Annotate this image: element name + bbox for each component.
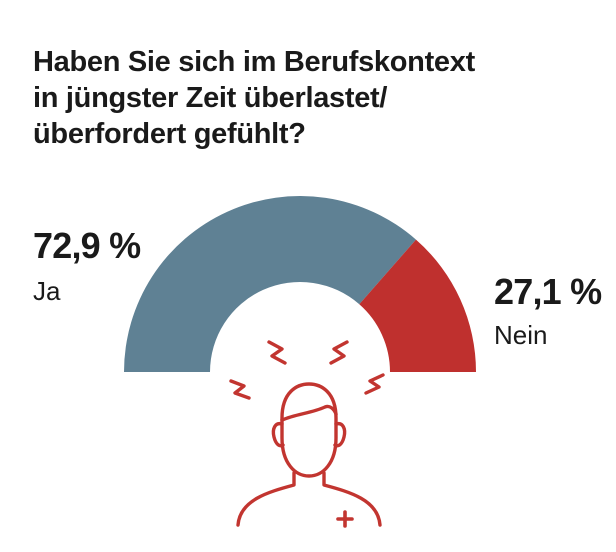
stressed-person-icon <box>229 340 385 528</box>
title-line-3: überfordert gefühlt? <box>33 118 306 150</box>
slice-ja <box>124 196 416 372</box>
head-outline-icon <box>280 382 338 478</box>
stress-mark-icon <box>229 379 251 400</box>
ear-icon <box>271 421 285 448</box>
value-label-ja: 72,9 % <box>33 225 141 266</box>
value-label-nein: 27,1 % <box>494 271 602 312</box>
stress-mark-icon <box>364 373 385 395</box>
shoulders-icon <box>236 471 296 527</box>
slice-nein <box>359 239 476 372</box>
title-line-2: in jüngster Zeit überlastet/ <box>33 82 388 114</box>
hair-line-icon <box>280 404 338 422</box>
category-label-nein: Nein <box>494 320 548 350</box>
medical-cross-icon <box>336 510 354 528</box>
category-label-ja: Ja <box>33 276 61 306</box>
ear-icon <box>333 421 347 448</box>
shoulders-icon <box>322 471 382 527</box>
chart-slices <box>124 196 476 372</box>
title-line-1: Haben Sie sich im Berufskontext <box>33 46 475 78</box>
stress-mark-icon <box>267 340 287 365</box>
chart-title: Haben Sie sich im Berufskontext in jüngs… <box>33 44 593 152</box>
stress-mark-icon <box>329 340 349 365</box>
